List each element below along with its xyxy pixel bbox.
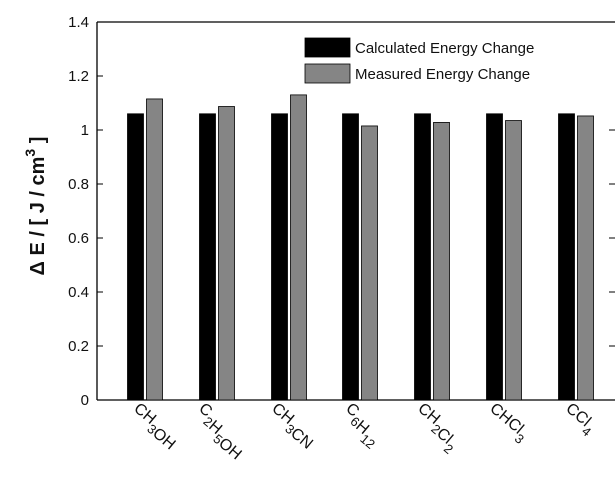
bar-measured bbox=[577, 115, 594, 401]
x-tick-label: CCl4 bbox=[559, 400, 600, 439]
bar-calculated bbox=[414, 113, 431, 401]
legend: Calculated Energy Change Measured Energy … bbox=[296, 32, 615, 86]
x-tick-label: CH3OH bbox=[126, 400, 183, 453]
legend-swatch bbox=[304, 63, 351, 84]
y-axis-label: Δ E / [ J / cm3 ] bbox=[22, 137, 49, 276]
bar-measured bbox=[505, 120, 522, 401]
bar-calculated bbox=[127, 113, 144, 401]
bar-calculated bbox=[271, 113, 288, 401]
ylabel-close: ] bbox=[27, 137, 49, 149]
ylabel-sup: 3 bbox=[22, 149, 38, 157]
x-tick-label: C2H5OH bbox=[186, 400, 253, 463]
x-tick-label: C6H12 bbox=[334, 400, 388, 452]
bar-calculated bbox=[199, 113, 216, 401]
y-tick-label: 0.6 bbox=[68, 230, 89, 247]
y-tick-label: 1.2 bbox=[68, 68, 89, 85]
legend-label: Calculated Energy Change bbox=[355, 40, 534, 57]
y-tick-label: 0 bbox=[81, 392, 89, 409]
x-tick-label: CH3CN bbox=[264, 400, 320, 453]
legend-label: Measured Energy Change bbox=[355, 66, 530, 83]
bar-calculated bbox=[558, 113, 575, 401]
ylabel-main: Δ E / [ J / cm bbox=[27, 157, 49, 276]
bar-measured bbox=[218, 106, 235, 401]
bar-calculated bbox=[486, 113, 503, 401]
x-tick-label: CHCl3 bbox=[483, 400, 533, 447]
y-tick-label: 1.4 bbox=[68, 14, 89, 31]
y-tick-label: 1 bbox=[81, 122, 89, 139]
y-tick-label: 0.8 bbox=[68, 176, 89, 193]
legend-swatch bbox=[304, 37, 351, 58]
y-tick-label: 0.4 bbox=[68, 284, 89, 301]
y-tick-label: 0.2 bbox=[68, 338, 89, 355]
bar-measured bbox=[433, 122, 450, 401]
bars bbox=[127, 94, 594, 401]
y-axis: 0 0.2 0.4 0.6 0.8 1 1.2 1.4 bbox=[68, 14, 615, 409]
bar-calculated bbox=[342, 113, 359, 401]
bar-measured bbox=[361, 125, 378, 401]
bar-measured bbox=[146, 98, 163, 401]
bar-measured bbox=[290, 94, 307, 401]
x-tick-label: CH2Cl2 bbox=[406, 400, 466, 457]
